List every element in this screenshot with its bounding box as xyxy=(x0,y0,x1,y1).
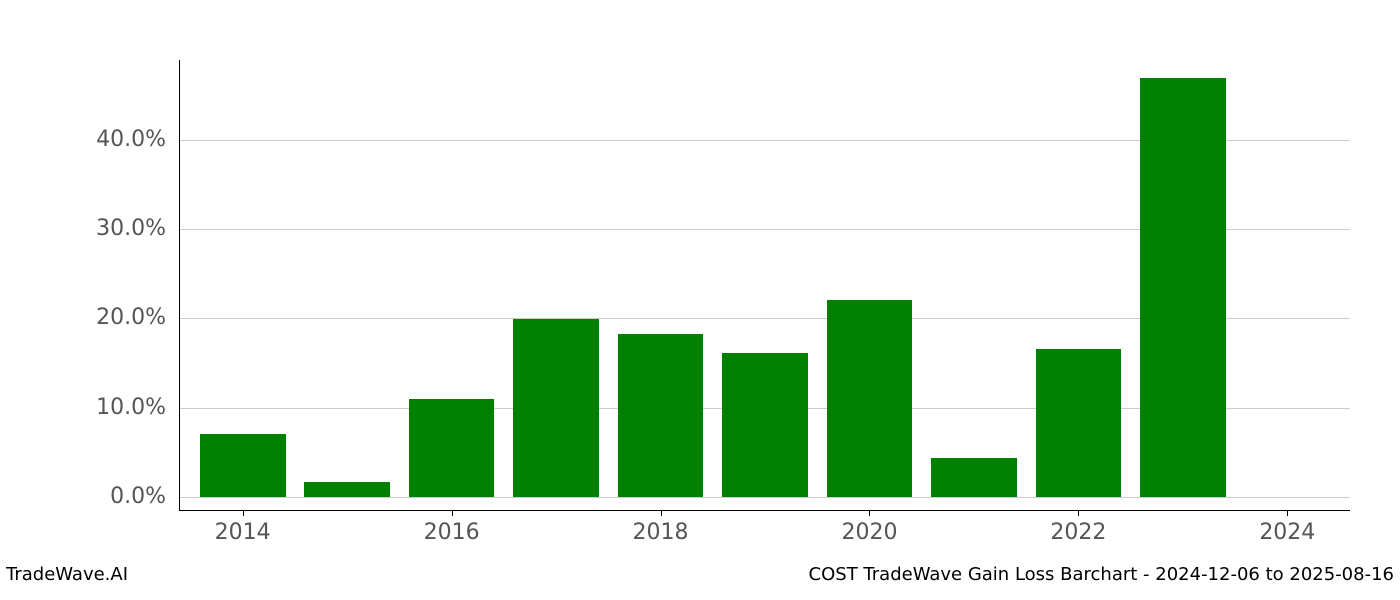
y-axis-tick-label: 30.0% xyxy=(66,216,166,241)
x-axis-tick-label: 2020 xyxy=(829,520,909,545)
y-axis-line xyxy=(179,60,180,510)
x-axis-tick-mark xyxy=(869,510,870,516)
x-axis-tick-mark xyxy=(661,510,662,516)
bar xyxy=(1140,78,1226,497)
x-axis-tick-label: 2016 xyxy=(412,520,492,545)
bar-chart: 0.0%10.0%20.0%30.0%40.0%2014201620182020… xyxy=(180,60,1350,510)
bar xyxy=(827,300,913,497)
x-axis-line xyxy=(179,510,1350,511)
bar xyxy=(304,482,390,496)
y-axis-tick-label: 0.0% xyxy=(66,484,166,509)
x-axis-tick-mark xyxy=(243,510,244,516)
bar xyxy=(200,434,286,496)
grid-line xyxy=(180,497,1350,498)
x-axis-tick-mark xyxy=(1287,510,1288,516)
bar xyxy=(1036,349,1122,497)
bar xyxy=(618,334,704,496)
x-axis-tick-label: 2022 xyxy=(1038,520,1118,545)
y-axis-tick-label: 40.0% xyxy=(66,127,166,152)
bar xyxy=(409,399,495,497)
x-axis-tick-label: 2024 xyxy=(1247,520,1327,545)
x-axis-tick-label: 2014 xyxy=(203,520,283,545)
footer-right-text: COST TradeWave Gain Loss Barchart - 2024… xyxy=(809,564,1394,585)
bar xyxy=(931,458,1017,496)
bar xyxy=(513,319,599,496)
x-axis-tick-mark xyxy=(1078,510,1079,516)
x-axis-tick-mark xyxy=(452,510,453,516)
y-axis-tick-label: 20.0% xyxy=(66,305,166,330)
bar xyxy=(722,353,808,496)
y-axis-tick-label: 10.0% xyxy=(66,395,166,420)
x-axis-tick-label: 2018 xyxy=(621,520,701,545)
footer-left-text: TradeWave.AI xyxy=(6,564,128,585)
